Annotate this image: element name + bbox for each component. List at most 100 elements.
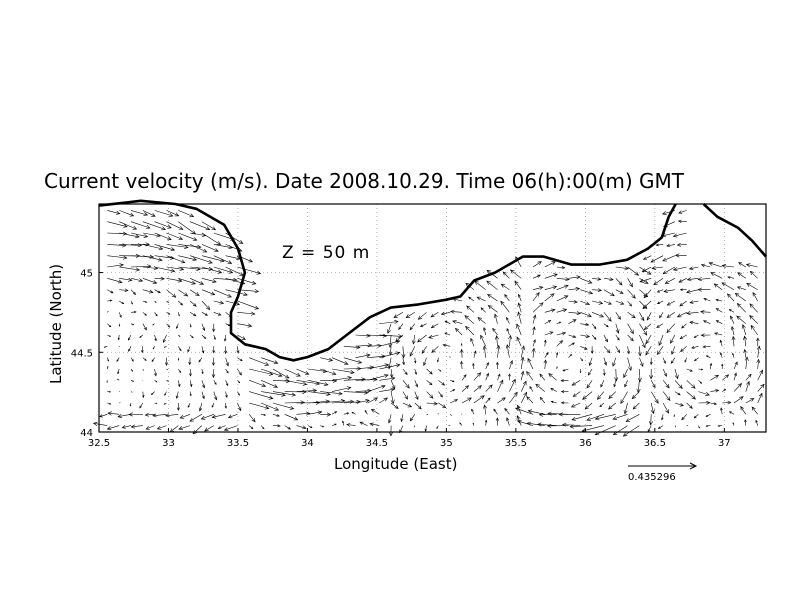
x-tick-label: 36 xyxy=(579,438,592,449)
current-vector xyxy=(355,399,370,404)
current-vector xyxy=(586,414,604,421)
current-vector xyxy=(547,411,569,416)
current-vector xyxy=(177,380,181,388)
current-vector xyxy=(369,422,380,427)
current-vector xyxy=(556,284,569,290)
current-vector xyxy=(284,368,301,377)
current-vector xyxy=(166,221,184,230)
current-vector xyxy=(612,414,628,420)
current-vector xyxy=(154,402,158,404)
current-vector xyxy=(237,402,242,412)
current-vector xyxy=(164,357,169,367)
current-vector xyxy=(464,315,475,324)
current-vector xyxy=(154,380,158,383)
current-vector xyxy=(414,368,417,375)
current-vector xyxy=(485,372,489,381)
current-vector xyxy=(514,280,522,290)
current-vector xyxy=(532,292,540,302)
current-vector xyxy=(141,391,145,399)
current-vector xyxy=(571,380,581,386)
current-vector xyxy=(423,357,427,367)
current-vector xyxy=(472,362,475,370)
current-vector xyxy=(211,368,216,379)
current-vector xyxy=(260,380,279,388)
current-vector xyxy=(128,412,143,417)
current-vector xyxy=(493,408,498,415)
current-vector xyxy=(656,289,664,293)
current-vector xyxy=(421,346,427,354)
current-vector xyxy=(189,334,194,339)
current-vectors xyxy=(92,210,765,437)
current-vector xyxy=(520,345,525,358)
current-vector xyxy=(201,391,205,400)
current-vector xyxy=(178,300,184,306)
current-vector xyxy=(615,289,624,294)
current-vector xyxy=(142,300,148,303)
current-vector xyxy=(163,346,167,348)
current-vector xyxy=(672,266,687,272)
current-vector xyxy=(717,424,723,427)
current-vector xyxy=(107,365,109,370)
current-vector xyxy=(308,391,331,396)
current-vector xyxy=(107,311,109,313)
current-vector xyxy=(702,320,711,324)
current-vector xyxy=(162,334,167,344)
current-vector xyxy=(343,412,350,415)
current-vector xyxy=(261,368,283,377)
current-vector xyxy=(568,275,581,280)
current-vector xyxy=(700,333,711,337)
current-vector xyxy=(342,420,345,426)
current-vector xyxy=(166,300,170,303)
current-vector xyxy=(697,277,711,282)
current-vector xyxy=(331,357,349,365)
current-vector xyxy=(639,266,652,275)
current-vector xyxy=(738,262,746,268)
current-vector xyxy=(308,410,323,415)
current-vector xyxy=(600,380,605,388)
current-vector xyxy=(555,352,559,358)
current-vector xyxy=(436,357,439,363)
current-vector xyxy=(130,300,133,305)
current-vector xyxy=(544,331,554,336)
current-vector xyxy=(201,368,204,375)
current-vector xyxy=(450,389,456,392)
y-ticks: 44 44.5 45 xyxy=(71,269,103,439)
current-vector xyxy=(118,312,122,318)
current-vector xyxy=(662,391,671,401)
current-vector xyxy=(166,323,171,328)
current-vector xyxy=(201,346,205,354)
current-vector xyxy=(732,422,735,426)
current-vector xyxy=(223,425,238,431)
current-vector xyxy=(757,392,763,404)
current-vector xyxy=(379,387,395,392)
current-vector xyxy=(720,352,723,358)
current-vector xyxy=(710,374,720,381)
y-axis-label: Latitude (North) xyxy=(47,264,65,384)
current-vector xyxy=(698,425,700,429)
current-vector xyxy=(509,391,518,404)
current-vector xyxy=(750,324,758,336)
current-vector xyxy=(662,266,676,275)
current-vector xyxy=(449,309,463,314)
current-vector xyxy=(343,357,363,364)
current-vector xyxy=(189,244,208,253)
current-vector xyxy=(670,357,676,364)
current-vector xyxy=(106,425,120,430)
current-vector xyxy=(331,411,338,415)
current-vector xyxy=(166,266,185,271)
current-vector xyxy=(487,305,498,313)
current-vector xyxy=(623,402,628,415)
current-vector xyxy=(296,368,310,375)
current-vector xyxy=(580,322,590,327)
current-vector xyxy=(745,373,752,381)
coastline-crimea xyxy=(98,199,677,362)
current-vector xyxy=(142,244,164,251)
current-vector xyxy=(693,334,699,338)
current-vector xyxy=(201,334,207,339)
current-vector xyxy=(272,402,295,410)
current-vector xyxy=(142,221,166,231)
current-vector xyxy=(417,312,427,320)
current-vector xyxy=(473,372,482,381)
current-vector xyxy=(188,368,192,377)
current-vector xyxy=(178,278,196,285)
